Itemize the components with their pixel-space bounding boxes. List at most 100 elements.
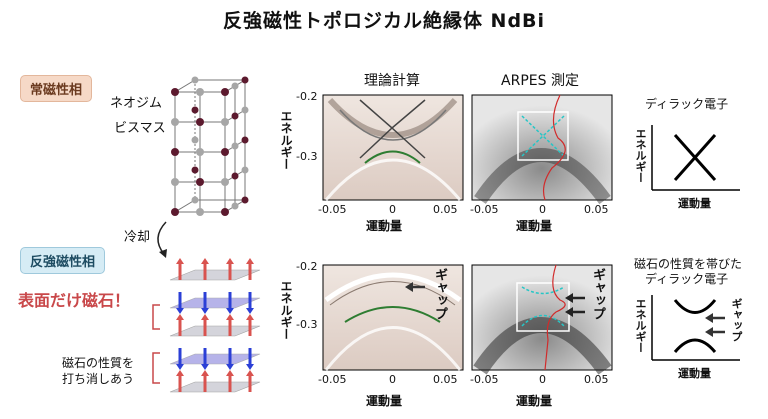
schematic-bottom-title-line2: ディラック電子 xyxy=(645,272,729,286)
spin-arrowhead xyxy=(246,314,254,320)
gap-arrows-arpes xyxy=(565,293,585,317)
theory-panel-bottom xyxy=(322,264,464,371)
neodymium-atom xyxy=(196,118,204,126)
antiferromagnetic-stack xyxy=(169,258,261,393)
x-tick-arpes-bottom-3: 0.05 xyxy=(584,373,609,386)
neodymium-atom xyxy=(171,208,179,216)
schematic-bottom-title-line1: 磁石の性質を帯びた xyxy=(634,257,743,271)
neodymium-atom xyxy=(241,196,249,204)
x-tick-theory-top-3: 0.05 xyxy=(433,203,458,216)
y-tick-top-1: -0.2 xyxy=(296,90,318,103)
atomic-plane xyxy=(169,297,261,309)
cancel-label-line1: 磁石の性質を xyxy=(62,356,135,370)
schematic-bottom-energy-label: エネルギー xyxy=(634,298,647,353)
x-tick-theory-top-1: -0.05 xyxy=(318,203,347,216)
neodymium-atom xyxy=(221,208,229,216)
spin-arrowhead xyxy=(201,364,209,370)
schematic-top-energy-label: エネルギー xyxy=(634,128,647,183)
y-axis-label-bottom: エネルギー xyxy=(279,280,293,340)
bismuth-atom xyxy=(196,208,204,216)
x-tick-theory-bottom-2: 0 xyxy=(389,373,396,386)
neodymium-atom xyxy=(221,88,229,96)
atomic-plane xyxy=(169,325,261,337)
bismuth-label: ビスマス xyxy=(114,121,166,136)
spin-arrowhead xyxy=(176,370,184,376)
bismuth-atom xyxy=(241,166,249,174)
spin-arrowhead xyxy=(226,314,234,320)
bismuth-atom xyxy=(196,148,204,156)
neodymium-label: ネオジム xyxy=(110,96,163,111)
bismuth-atom xyxy=(171,118,179,126)
x-tick-arpes-bottom-1: -0.05 xyxy=(470,373,499,386)
spin-arrowhead xyxy=(246,258,254,264)
schematic-gap-label: ギャップ xyxy=(730,298,743,342)
x-tick-arpes-top-1: -0.05 xyxy=(470,203,499,216)
bismuth-atom xyxy=(241,106,249,114)
dirac-schematic-top xyxy=(651,125,740,191)
spin-arrowhead xyxy=(246,370,254,376)
bismuth-atom xyxy=(231,202,239,210)
atomic-plane xyxy=(169,353,261,365)
spin-arrowhead xyxy=(176,314,184,320)
spin-arrowhead xyxy=(201,314,209,320)
bismuth-atom xyxy=(221,178,229,186)
crystal-lattice xyxy=(171,76,249,216)
spin-arrowhead xyxy=(246,308,254,314)
x-tick-theory-bottom-3: 0.05 xyxy=(433,373,458,386)
cancel-label-line2: 打ち消しあう xyxy=(62,372,135,386)
spin-arrowhead xyxy=(226,364,234,370)
page-title: 反強磁性トポロジカル絶縁体 NdBi xyxy=(222,10,546,32)
theory-panel-top xyxy=(322,94,464,201)
bismuth-atom xyxy=(171,178,179,186)
x-axis-label-arpes-top: 運動量 xyxy=(516,219,553,233)
x-axis-label-theory-bottom: 運動量 xyxy=(366,394,403,408)
gap-arrow-theory xyxy=(405,282,425,292)
dirac-schematic-bottom xyxy=(651,295,740,361)
atomic-plane xyxy=(169,381,261,393)
x-tick-theory-top-2: 0 xyxy=(389,203,396,216)
neodymium-atom xyxy=(231,112,239,120)
neodymium-atom xyxy=(221,148,229,156)
neodymium-atom xyxy=(241,136,249,144)
x-axis-label-theory-top: 運動量 xyxy=(366,219,403,233)
schematic-top-title: ディラック電子 xyxy=(645,97,729,111)
y-tick-bottom-1: -0.2 xyxy=(296,260,318,273)
antiferromagnetic-phase-label: 反強磁性相 xyxy=(20,247,106,274)
bracket-marks xyxy=(152,304,160,384)
schematic-bottom-momentum-label: 運動量 xyxy=(678,367,711,380)
neodymium-atom xyxy=(191,106,199,114)
bismuth-atom xyxy=(231,82,239,90)
spin-arrowhead xyxy=(246,364,254,370)
spin-arrowhead xyxy=(176,364,184,370)
neodymium-atom xyxy=(231,172,239,180)
theory-column-header: 理論計算 xyxy=(364,73,420,89)
spin-arrowhead xyxy=(226,370,234,376)
x-tick-arpes-top-2: 0 xyxy=(539,203,546,216)
neodymium-atom xyxy=(171,88,179,96)
arpes-column-header: ARPES 測定 xyxy=(501,73,579,89)
arpes-panel-top xyxy=(471,94,613,205)
atomic-plane xyxy=(169,269,261,281)
spin-arrowhead xyxy=(201,308,209,314)
cooling-label: 冷却 xyxy=(124,230,151,245)
spin-arrowhead xyxy=(201,258,209,264)
bismuth-atom xyxy=(191,196,199,204)
x-axis-label-arpes-bottom: 運動量 xyxy=(516,394,553,408)
schematic-top-momentum-label: 運動量 xyxy=(678,197,711,210)
spin-arrowhead xyxy=(176,308,184,314)
neodymium-atom xyxy=(196,178,204,186)
arpes-panel-bottom xyxy=(471,264,613,375)
neodymium-atom xyxy=(191,166,199,174)
y-axis-label-top: エネルギー xyxy=(279,110,293,170)
cooling-arrow xyxy=(157,221,167,258)
bismuth-atom xyxy=(231,142,239,150)
paramagnetic-phase-label: 常磁性相 xyxy=(20,75,93,102)
x-tick-theory-bottom-1: -0.05 xyxy=(318,373,347,386)
bismuth-atom xyxy=(191,76,199,84)
gap-label-arpes: ギャップ xyxy=(590,268,605,320)
x-tick-arpes-top-3: 0.05 xyxy=(584,203,609,216)
neodymium-atom xyxy=(171,148,179,156)
bismuth-atom xyxy=(221,118,229,126)
spin-arrowhead xyxy=(176,258,184,264)
